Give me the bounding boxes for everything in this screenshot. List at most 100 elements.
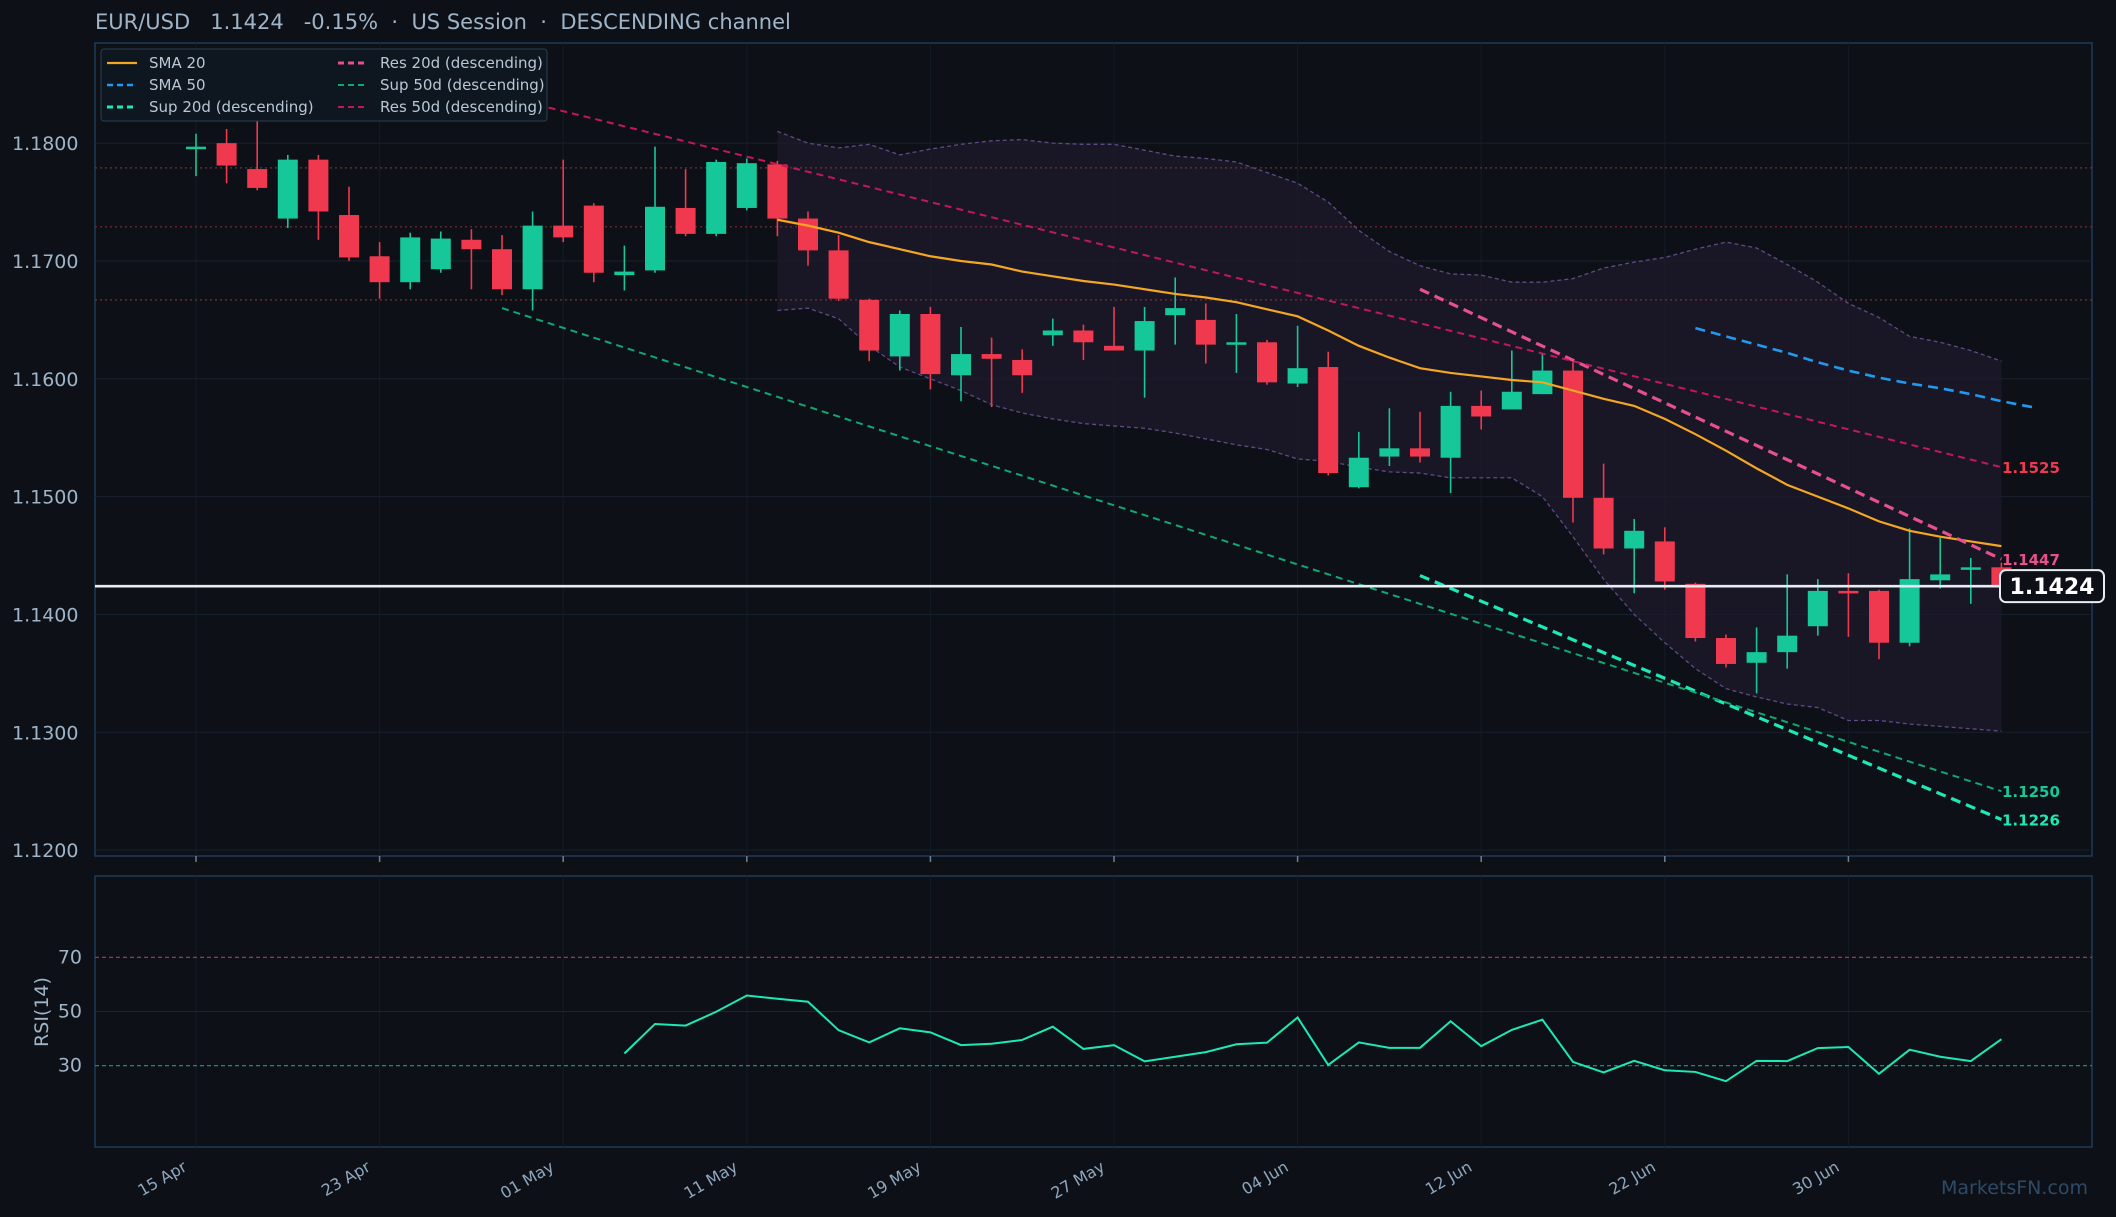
date-tick-label: 11 May bbox=[681, 1157, 741, 1203]
candle-body bbox=[675, 207, 696, 234]
candle bbox=[186, 133, 206, 177]
candle-body bbox=[1257, 342, 1277, 383]
candle-body bbox=[1716, 638, 1736, 664]
legend: SMA 20 SMA 50 Sup 20d (descending) Res 20d … bbox=[100, 48, 548, 122]
candle-body bbox=[1838, 590, 1859, 594]
date-tick-label: 27 May bbox=[1048, 1157, 1108, 1203]
legend-label: SMA 20 bbox=[149, 54, 206, 72]
candle bbox=[859, 298, 880, 362]
candle-body bbox=[1226, 342, 1247, 345]
candle bbox=[461, 229, 482, 290]
candle-body bbox=[1471, 405, 1492, 417]
candle bbox=[828, 235, 849, 302]
candle-body bbox=[1593, 497, 1614, 549]
rsi-tick-label: 50 bbox=[58, 1001, 82, 1023]
rsi-tick-label: 70 bbox=[58, 946, 82, 968]
date-tick-label: 12 Jun bbox=[1422, 1157, 1475, 1199]
price-axis: 1.1800 1.1700 1.1600 1.1500 1.1400 1.1300 1.12… bbox=[12, 133, 78, 862]
separator: · bbox=[391, 10, 399, 34]
chart-header: EUR/USD 1.1424 -0.15% · US Session · DES… bbox=[95, 10, 791, 34]
candle bbox=[492, 235, 512, 296]
candle-body bbox=[1042, 330, 1063, 336]
bollinger-upper bbox=[777, 130, 2002, 362]
candle bbox=[1563, 362, 1583, 523]
level-label: 1.1226 bbox=[2002, 811, 2060, 829]
candle-body bbox=[951, 354, 971, 376]
candle-body bbox=[645, 206, 665, 271]
candle bbox=[1226, 314, 1247, 373]
candle bbox=[1134, 306, 1155, 398]
date-tick-label: 30 Jun bbox=[1789, 1157, 1842, 1199]
candle-body bbox=[736, 163, 757, 208]
candle-body bbox=[1318, 367, 1339, 474]
candle-body bbox=[859, 299, 880, 351]
candle-body bbox=[1899, 579, 1920, 643]
candle-body bbox=[1073, 330, 1094, 343]
candle-body bbox=[1654, 541, 1675, 582]
candle bbox=[1348, 431, 1369, 489]
legend-label: Res 50d (descending) bbox=[380, 98, 543, 116]
candle-body bbox=[1746, 652, 1767, 663]
candle bbox=[1685, 582, 1706, 642]
candle-body bbox=[1685, 583, 1706, 639]
candle bbox=[1869, 589, 1889, 660]
candle bbox=[1807, 579, 1828, 636]
level-label: 1.1525 bbox=[2002, 459, 2060, 477]
candle bbox=[583, 203, 604, 283]
candle bbox=[889, 310, 910, 371]
candle bbox=[951, 326, 971, 402]
price-tick-label: 1.1800 bbox=[12, 133, 78, 155]
legend-label: Sup 50d (descending) bbox=[380, 76, 545, 94]
bollinger-lower bbox=[777, 307, 2002, 732]
change-label: -0.15% bbox=[303, 10, 379, 34]
candle-body bbox=[400, 237, 421, 283]
candle bbox=[1716, 634, 1736, 668]
date-tick-label: 19 May bbox=[864, 1157, 924, 1203]
candle bbox=[736, 158, 757, 211]
price-label: 1.1424 bbox=[210, 10, 284, 34]
candle bbox=[1777, 574, 1798, 669]
separator: · bbox=[540, 10, 547, 34]
candle bbox=[369, 242, 390, 299]
candle bbox=[614, 245, 635, 291]
sma-20-line bbox=[777, 218, 2002, 548]
sma-50-line bbox=[1695, 326, 2033, 409]
sup-50d-descending-line bbox=[501, 307, 2002, 793]
candle bbox=[1440, 391, 1461, 494]
candle bbox=[1471, 390, 1492, 430]
candle bbox=[1624, 519, 1645, 594]
candle-body bbox=[553, 225, 574, 238]
candle bbox=[1012, 349, 1033, 393]
sup-20d-descending-line bbox=[1419, 574, 2003, 821]
candle bbox=[1960, 557, 1981, 604]
candle-body bbox=[339, 215, 359, 258]
candle-body bbox=[889, 314, 910, 357]
rsi-tick-label: 30 bbox=[58, 1055, 82, 1077]
price-tick-label: 1.1300 bbox=[12, 722, 78, 744]
candle-body bbox=[1195, 319, 1216, 345]
candle bbox=[339, 186, 359, 261]
candle-body bbox=[1930, 574, 1951, 581]
candle bbox=[1104, 306, 1124, 351]
legend-label: Res 20d (descending) bbox=[380, 54, 543, 72]
candle bbox=[1042, 318, 1063, 346]
rsi-axis-label: RSI(14) bbox=[31, 977, 53, 1047]
candle-body bbox=[583, 205, 604, 273]
candle-body bbox=[1165, 308, 1186, 316]
candle-body bbox=[706, 162, 727, 234]
candle-body bbox=[1807, 590, 1828, 627]
candle-body bbox=[767, 164, 788, 219]
date-tick-label: 04 Jun bbox=[1238, 1157, 1291, 1199]
date-tick-label: 22 Jun bbox=[1606, 1157, 1659, 1199]
candle bbox=[645, 146, 665, 273]
candle bbox=[522, 211, 543, 311]
candle-body bbox=[1960, 567, 1981, 570]
candle-body bbox=[1348, 457, 1369, 488]
channel-label: DESCENDING channel bbox=[560, 10, 791, 34]
candle-body bbox=[186, 146, 206, 150]
candle-body bbox=[1410, 448, 1430, 457]
candle-body bbox=[1777, 635, 1798, 653]
price-tick-label: 1.1700 bbox=[12, 251, 78, 273]
